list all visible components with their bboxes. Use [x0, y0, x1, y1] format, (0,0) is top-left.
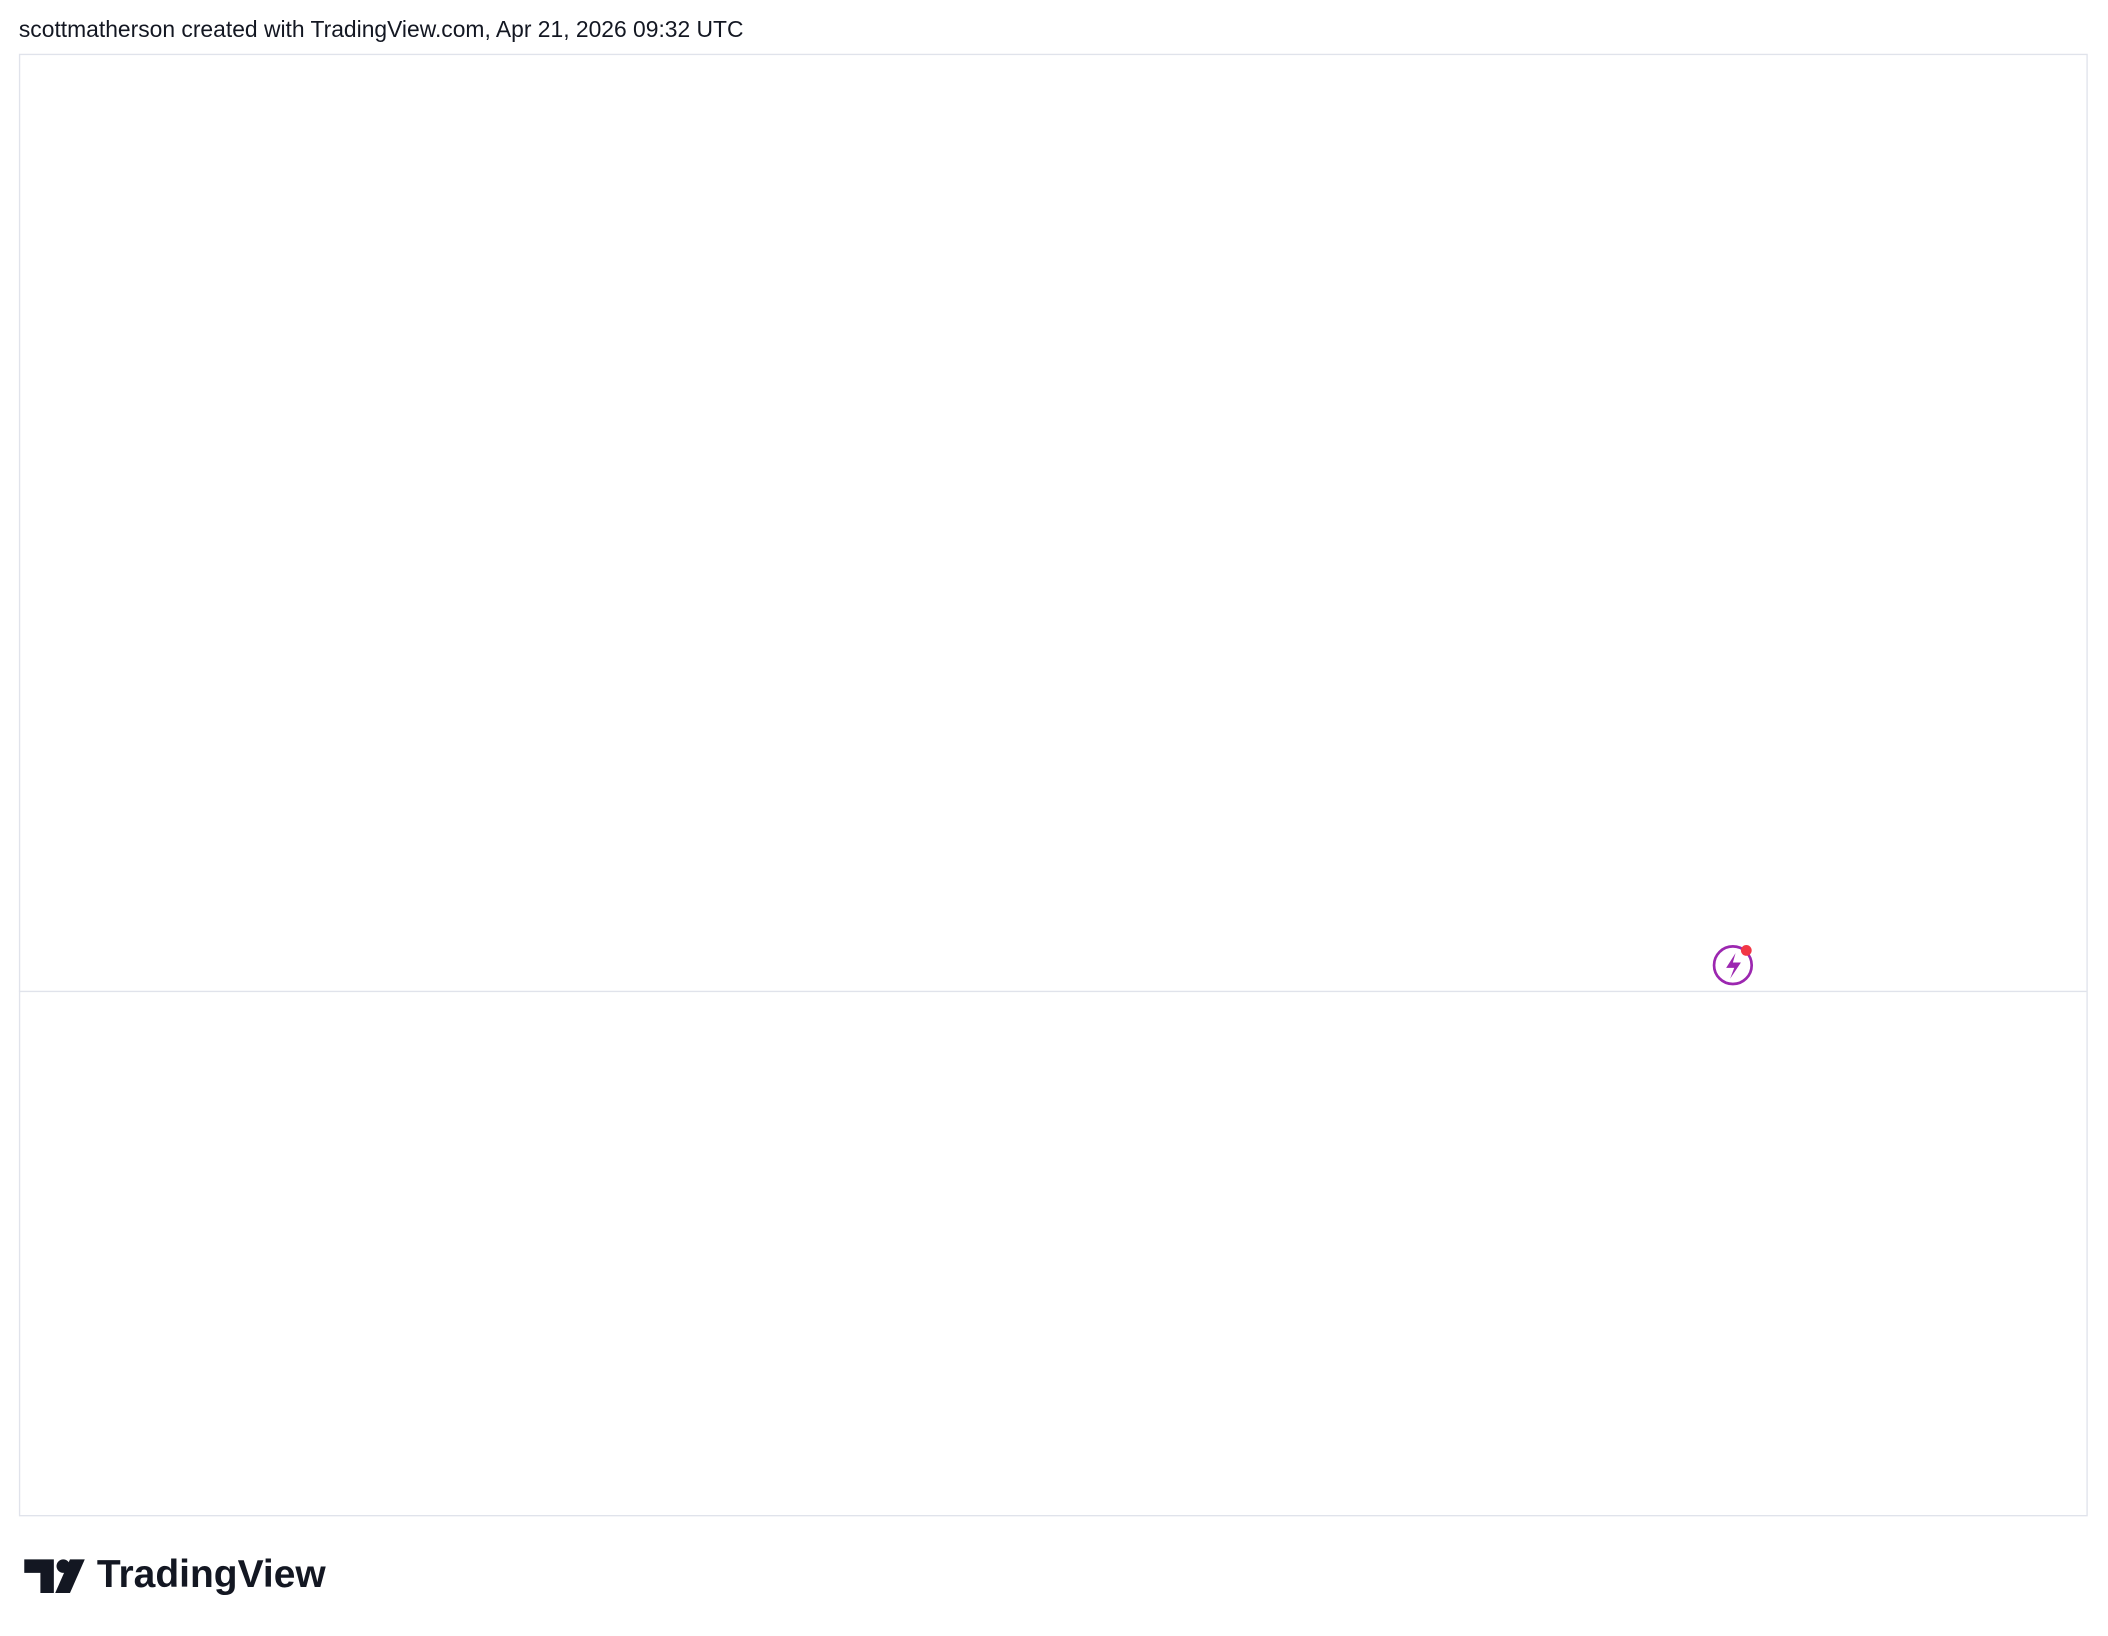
brand-name: TradingView [97, 1553, 327, 1596]
logo-part [24, 1559, 54, 1593]
chart-frame [18, 53, 2088, 1517]
alert-icon-bolt [1726, 953, 1741, 979]
logo-part [55, 1559, 85, 1593]
brand-logo [24, 1559, 85, 1593]
alert-dot [1740, 945, 1752, 956]
header: scottmatherson created with TradingView.… [19, 16, 744, 42]
